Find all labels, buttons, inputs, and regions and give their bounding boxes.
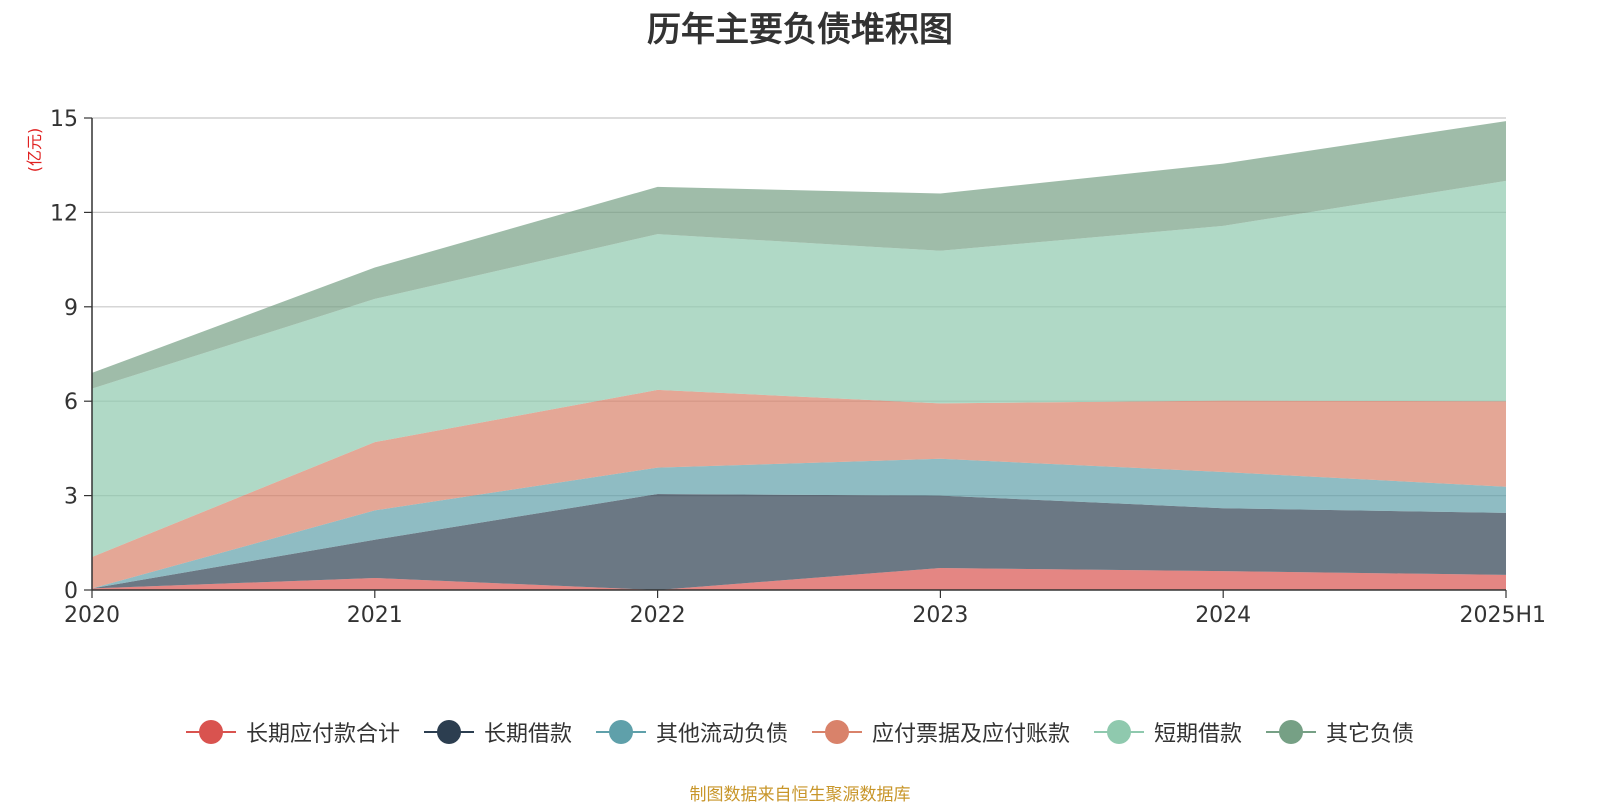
legend-marker-icon	[423, 720, 474, 744]
legend-item-5[interactable]: 其它负债	[1266, 716, 1414, 748]
legend-marker-icon	[185, 720, 236, 744]
legend-item-1[interactable]: 长期借款	[423, 716, 572, 748]
legend-label: 短期借款	[1154, 722, 1243, 747]
x-tick-label: 2022	[630, 603, 686, 628]
y-tick-label: 3	[64, 485, 78, 510]
legend-item-0[interactable]: 长期应付款合计	[185, 716, 400, 748]
legend-label: 应付票据及应付账款	[872, 722, 1071, 747]
y-tick-label: 0	[64, 579, 78, 604]
area-series-2	[92, 458, 1506, 589]
area-series-1	[92, 494, 1506, 590]
legend-marker-icon	[1266, 720, 1317, 744]
x-tick-label: 2025H1	[1459, 603, 1546, 628]
y-tick-label: 9	[64, 296, 78, 321]
legend-item-4[interactable]: 短期借款	[1094, 716, 1242, 748]
x-tick-label: 2023	[912, 603, 968, 628]
legend-item-3[interactable]: 应付票据及应付账款	[812, 716, 1070, 748]
axes: 0 3 6 9 12 15 2020 2021 2022 2023 2024 2025H1	[50, 107, 1546, 628]
chart-title: 历年主要负债堆积图	[647, 10, 953, 50]
source-note: 制图数据来自恒生聚源数据库	[689, 785, 911, 805]
legend-marker-icon	[595, 720, 646, 744]
y-tick-label: 6	[64, 390, 78, 415]
legend-label: 长期借款	[483, 722, 572, 747]
legend-marker-icon	[1094, 720, 1145, 744]
legend: 长期应付款合计 长期借款 其他流动负债 应付票据及应付账款 短期借款 其它负债	[0, 716, 1600, 748]
legend-label: 其他流动负债	[655, 722, 788, 747]
area-series-5	[92, 121, 1506, 389]
x-tick-label: 2020	[64, 603, 120, 628]
y-tick-label: 15	[50, 107, 78, 132]
legend-label: 长期应付款合计	[245, 722, 400, 747]
y-tick-label: 12	[50, 201, 78, 226]
legend-item-2[interactable]: 其他流动负债	[595, 716, 788, 748]
area-series-layer	[92, 121, 1506, 590]
x-tick-label: 2021	[347, 603, 403, 628]
area-series-4	[92, 180, 1506, 557]
x-tick-label: 2024	[1195, 603, 1251, 628]
legend-marker-icon	[812, 720, 862, 744]
area-series-3	[92, 389, 1506, 589]
legend-label: 其它负债	[1326, 722, 1415, 747]
